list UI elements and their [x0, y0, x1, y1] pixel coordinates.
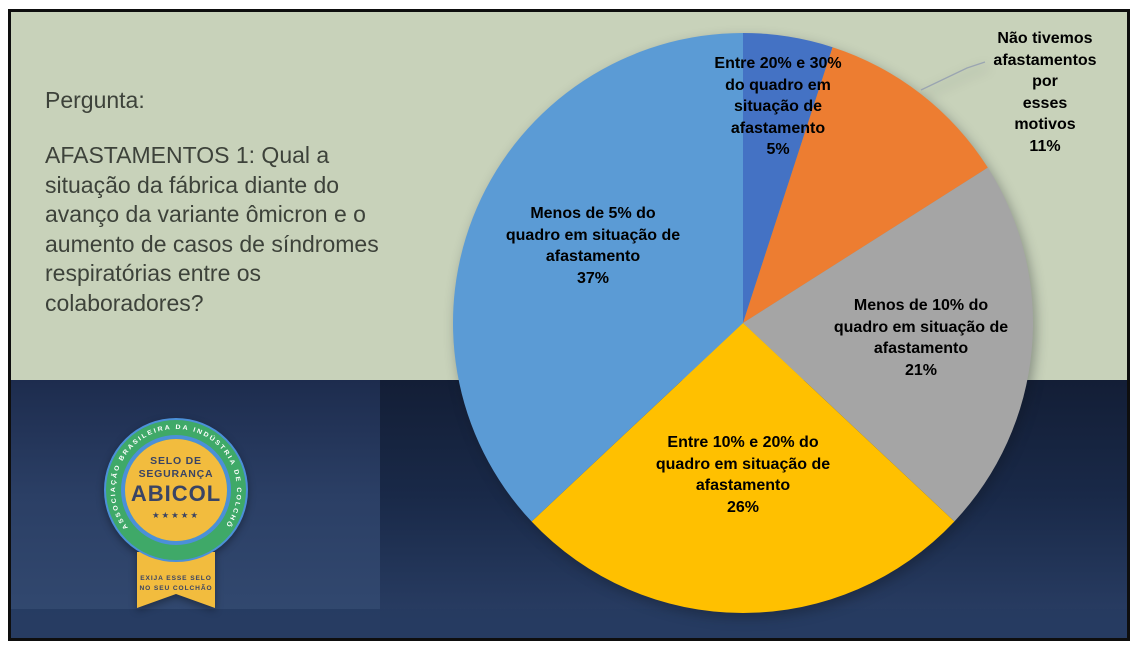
seal-ribbon-line2: NO SEU COLCHÃO [139, 583, 212, 592]
seal-ribbon-line1: EXIJA ESSE SELO [140, 575, 212, 582]
seal-stars: ★★★★★ [152, 510, 200, 520]
pie-slice-label-menos-5: Menos de 5% do quadro em situação de afa… [505, 205, 681, 287]
pie-slice-label-menos-10: Menos de 10% do quadro em situação de af… [833, 297, 1009, 379]
pie-slice-label-entre-10-20: Entre 10% e 20% do quadro em situação de… [655, 434, 831, 516]
seal-inner-disc [125, 439, 227, 541]
abicol-seal: EXIJA ESSE SELO NO SEU COLCHÃO ASSOCIAÇÃ… [96, 402, 248, 608]
pie-slice-label-entre-20-30: Entre 20% e 30% do quadro em situação de… [714, 55, 842, 158]
seal-line2: SEGURANÇA [139, 468, 214, 480]
seal-line1: SELO DE [150, 455, 202, 467]
seal-blue-ring [121, 435, 231, 545]
bottom-accent-strip [11, 609, 1127, 638]
slide-frame: Pergunta: AFASTAMENTOS 1: Qual a situaçã… [8, 9, 1130, 641]
seal-name: ABICOL [131, 481, 221, 506]
callout-leader-line [920, 61, 986, 91]
question-text: AFASTAMENTOS 1: Qual a situação da fábri… [45, 142, 379, 316]
seal-ribbon [137, 552, 215, 608]
pie-slice-label-nao-tivemos: Não tivemos afastamentos por esses motiv… [993, 30, 1097, 155]
question-heading: Pergunta: [45, 87, 145, 113]
pie-slice-4 [452, 32, 743, 522]
pie-chart [452, 32, 1034, 614]
pie-slice-1 [743, 47, 988, 323]
pie-slice-2 [743, 167, 1034, 522]
pie-slice-0 [743, 33, 833, 323]
pie-slice-3 [531, 323, 955, 614]
question-panel: Pergunta: AFASTAMENTOS 1: Qual a situaçã… [45, 86, 435, 318]
